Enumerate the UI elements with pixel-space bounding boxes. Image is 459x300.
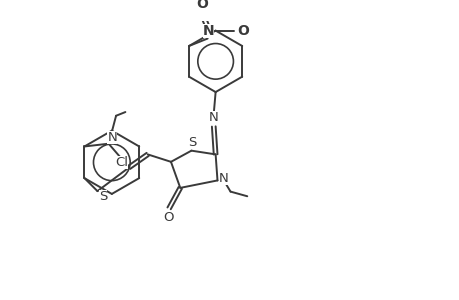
Text: O: O [196, 0, 207, 11]
Text: O: O [236, 24, 248, 38]
Text: N: N [208, 111, 218, 124]
Text: N: N [107, 131, 117, 144]
Text: S: S [188, 136, 196, 149]
Text: N: N [202, 24, 214, 38]
Text: O: O [162, 211, 173, 224]
Text: N: N [218, 172, 229, 185]
Text: S: S [99, 190, 107, 203]
Text: Cl: Cl [115, 156, 128, 169]
